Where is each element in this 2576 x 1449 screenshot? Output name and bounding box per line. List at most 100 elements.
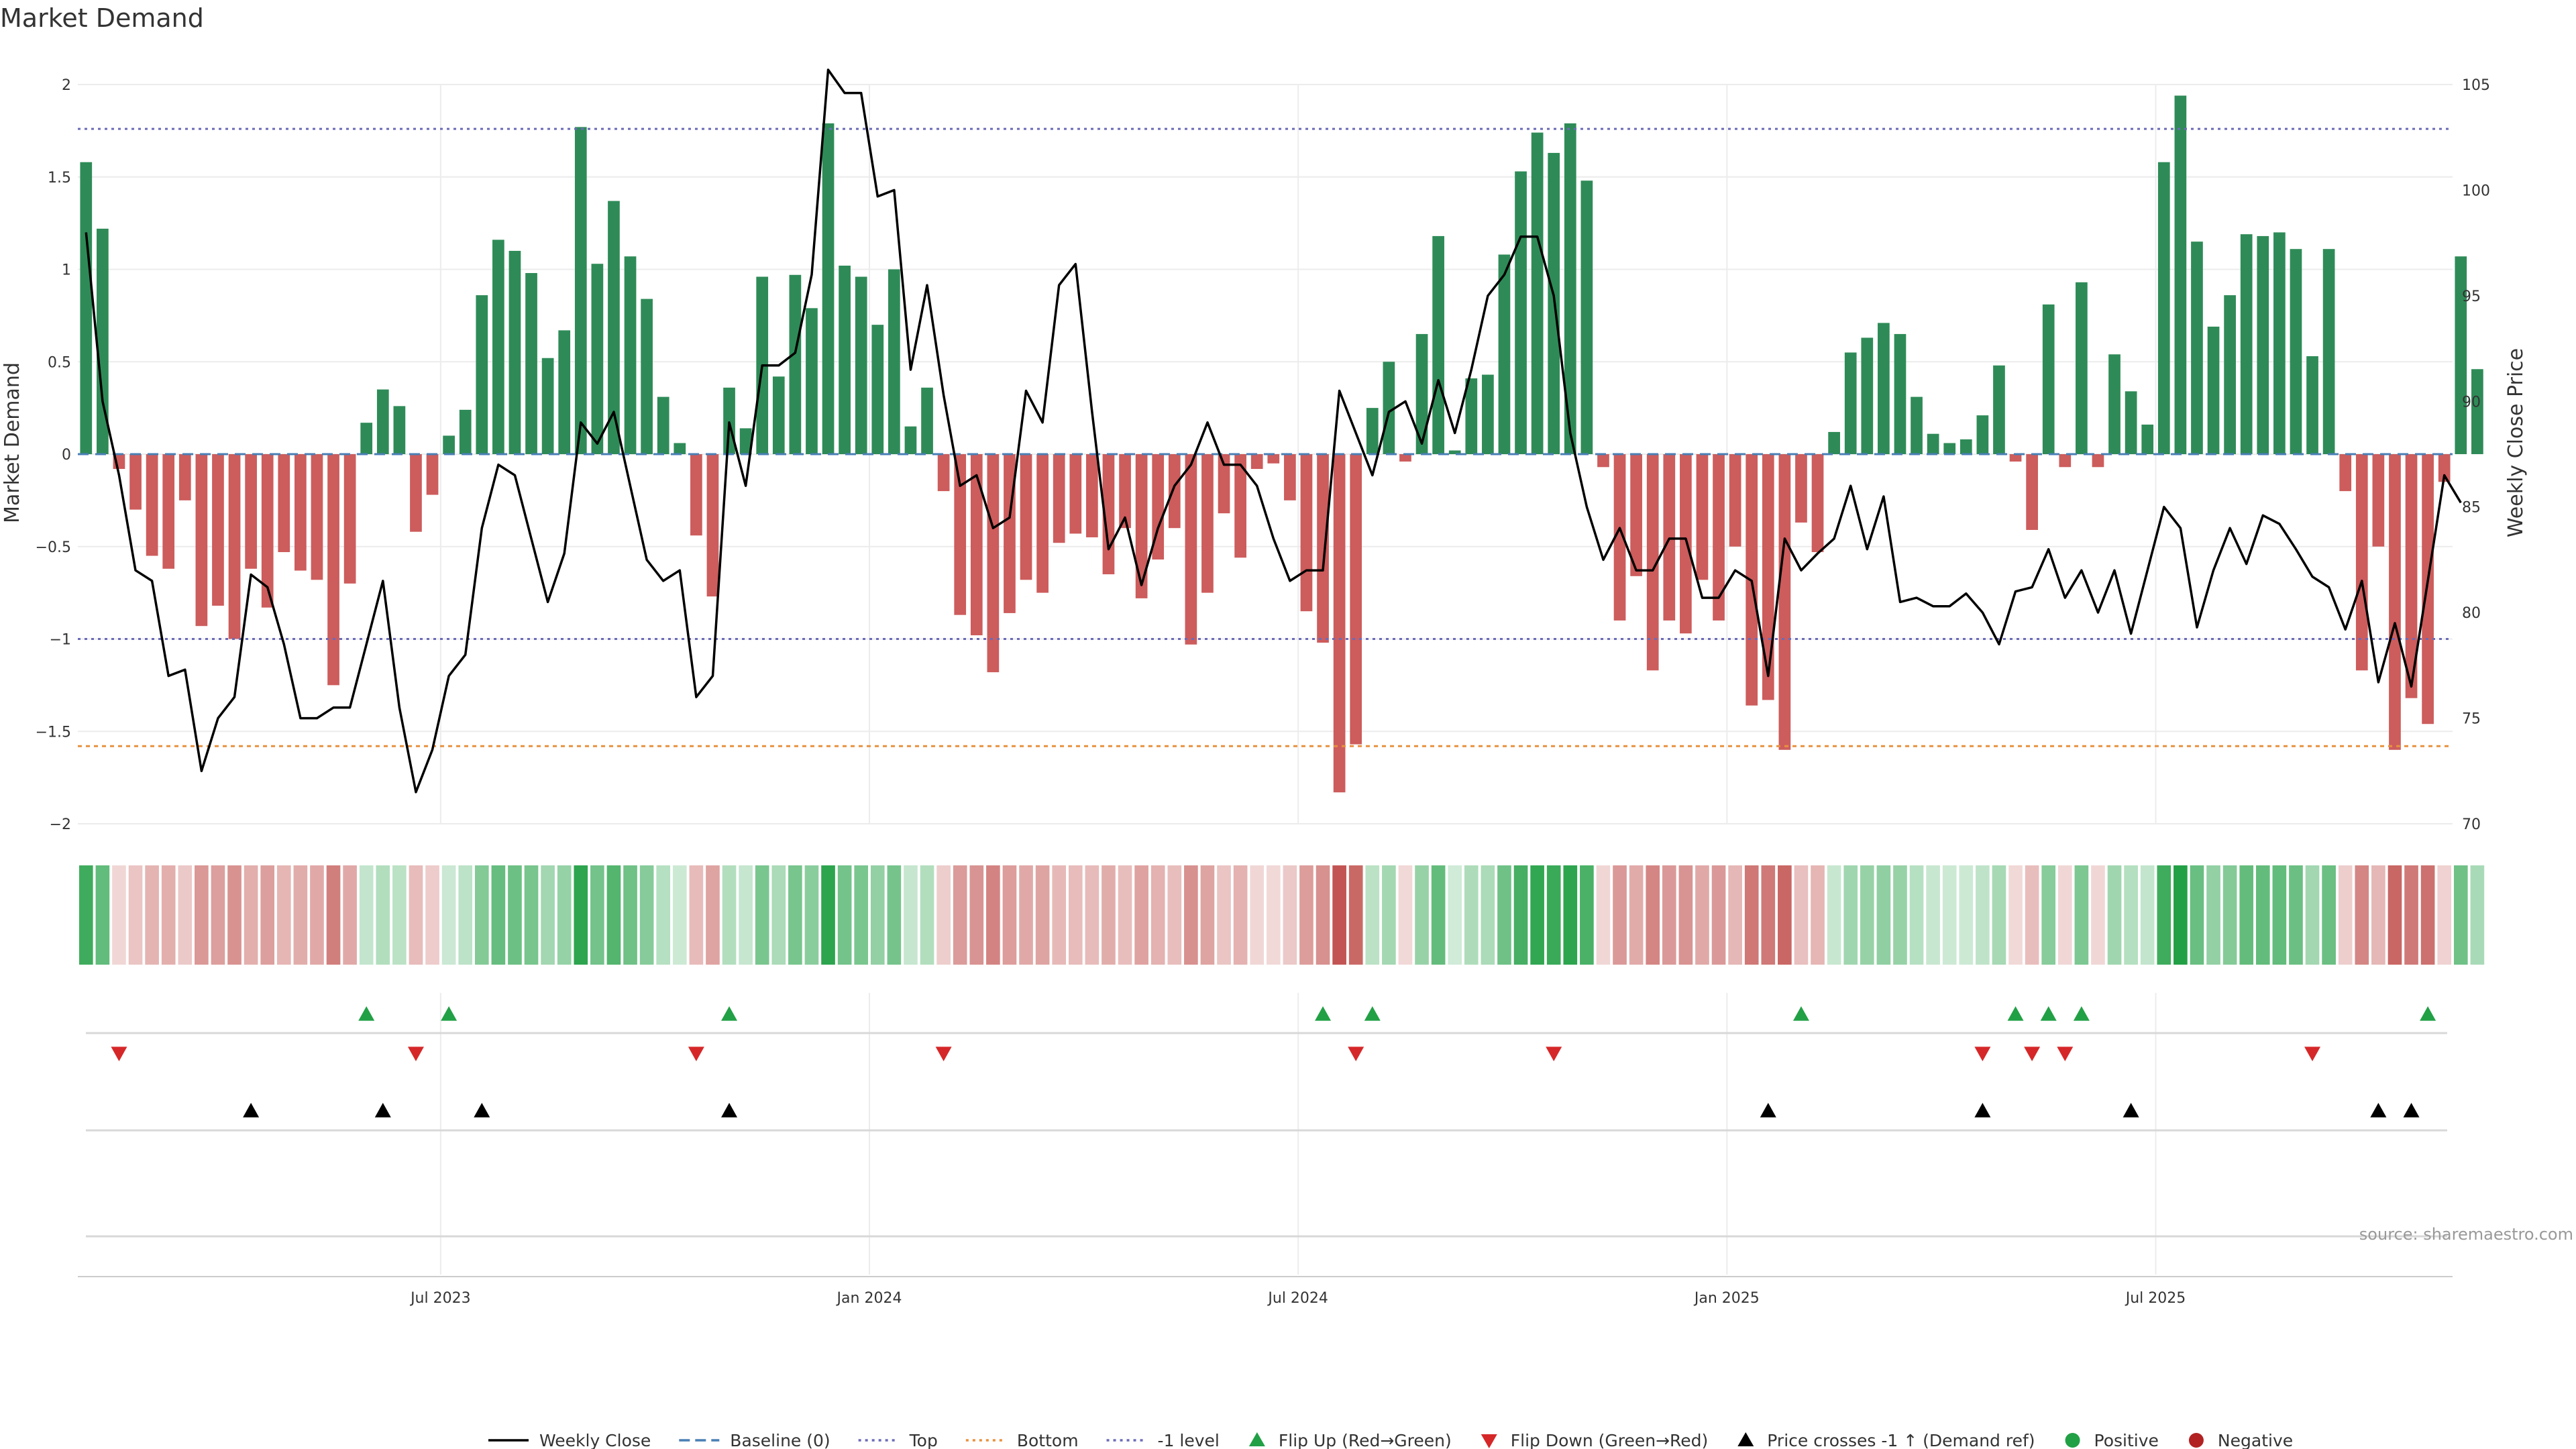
heat-cell <box>1629 865 1644 965</box>
heat-cell <box>904 865 918 965</box>
y-axis-title: Market Demand <box>1 362 24 523</box>
x-tick-label: Jul 2025 <box>2125 1290 2186 1307</box>
heat-cell <box>2355 865 2369 965</box>
demand-bar <box>1218 454 1230 514</box>
legend-label: Top <box>909 1431 938 1449</box>
demand-bar <box>1515 171 1527 455</box>
demand-bar <box>1135 454 1148 598</box>
flip-up-marker <box>1315 1006 1332 1021</box>
demand-bar <box>2191 241 2203 454</box>
demand-bar <box>822 123 835 455</box>
demand-bar <box>987 454 1000 673</box>
demand-bar <box>1696 454 1709 580</box>
demand-bar <box>393 406 406 454</box>
demand-bar <box>459 409 472 454</box>
demand-bar <box>1993 365 2005 454</box>
heat-cell <box>722 865 737 965</box>
heat-cell <box>1992 865 2006 965</box>
legend-item-legend-positive: Positive <box>2065 1431 2159 1449</box>
flip-down-marker <box>688 1046 704 1061</box>
heat-cell <box>392 865 407 965</box>
demand-bar <box>1646 454 1659 671</box>
heat-cell <box>2008 865 2023 965</box>
heat-cell <box>1497 865 1511 965</box>
legend-label: Price crosses -1 ↑ (Demand ref) <box>1767 1431 2035 1449</box>
y-tick-label: 0.5 <box>48 354 71 371</box>
heat-cell <box>639 865 654 965</box>
demand-bar <box>1943 443 1956 454</box>
heat-cell <box>1002 865 1017 965</box>
demand-bar <box>1300 454 1313 612</box>
demand-bar <box>2355 454 2368 671</box>
heat-cell <box>2289 865 2303 965</box>
heat-cell <box>2338 865 2353 965</box>
demand-bars <box>80 95 2483 793</box>
demand-bar <box>1911 396 1923 454</box>
heat-cell <box>1250 865 1265 965</box>
demand-bar <box>311 454 323 580</box>
demand-bar <box>1927 433 1939 454</box>
flip-down-marker <box>935 1046 952 1061</box>
event-markers <box>86 1006 2447 1238</box>
grid-lines <box>78 84 2453 1275</box>
demand-bar <box>2471 369 2483 454</box>
price-cross-marker <box>1760 1103 1776 1118</box>
demand-bar <box>2306 356 2318 454</box>
heat-cell <box>326 865 341 965</box>
demand-bar <box>1465 378 1478 454</box>
demand-bar <box>508 250 521 454</box>
heat-cell <box>1695 865 1709 965</box>
heat-cell <box>2420 865 2435 965</box>
heat-cell <box>524 865 539 965</box>
heat-cell <box>541 865 555 965</box>
demand-bar <box>2455 256 2467 454</box>
heat-cell <box>1365 865 1380 965</box>
heat-cell <box>2272 865 2287 965</box>
heat-cell <box>1761 865 1776 965</box>
heat-cell <box>211 865 225 965</box>
heat-cell <box>1035 865 1050 965</box>
demand-bar <box>657 396 669 454</box>
demand-bar <box>146 454 158 556</box>
demand-bar <box>1630 454 1642 576</box>
heat-cell <box>1167 865 1182 965</box>
heat-cell <box>1448 865 1462 965</box>
demand-bar <box>1894 333 1907 454</box>
demand-bar <box>1267 454 1280 464</box>
demand-bar <box>443 435 455 454</box>
flip-down-marker <box>1348 1046 1364 1061</box>
flip-up-marker <box>1792 1006 1809 1021</box>
demand-bar <box>2273 232 2286 454</box>
heat-cell <box>491 865 506 965</box>
heat-cell <box>2190 865 2204 965</box>
heat-cell <box>2322 865 2336 965</box>
demand-bar <box>245 454 257 569</box>
demand-bar <box>1069 454 1082 534</box>
y2-tick-label: 80 <box>2462 605 2481 622</box>
demand-bar <box>410 454 422 532</box>
heat-cell <box>2453 865 2468 965</box>
demand-bar <box>1613 454 1626 621</box>
demand-bar <box>195 454 208 627</box>
heat-cell <box>1150 865 1165 965</box>
heat-cell <box>590 865 604 965</box>
demand-bar <box>2092 454 2104 468</box>
demand-bar <box>2438 454 2451 482</box>
demand-bar <box>904 426 917 454</box>
heat-cell <box>2107 865 2122 965</box>
heat-cell <box>1382 865 1396 965</box>
demand-bar <box>1448 450 1461 454</box>
heat-cell <box>574 865 588 965</box>
heat-cell <box>227 865 241 965</box>
heat-cell <box>706 865 720 965</box>
demand-bar <box>2042 304 2055 454</box>
price-cross-marker <box>474 1103 490 1118</box>
demand-bar <box>1828 431 1840 454</box>
demand-bar <box>476 295 488 454</box>
heat-cell <box>2437 865 2452 965</box>
demand-bar <box>772 376 785 454</box>
heat-cell <box>837 865 852 965</box>
demand-bar <box>2405 454 2418 698</box>
heat-cell <box>969 865 984 965</box>
demand-bar <box>1597 454 1609 468</box>
